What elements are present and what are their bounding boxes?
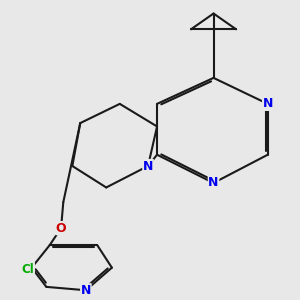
Text: O: O xyxy=(56,222,66,235)
Text: N: N xyxy=(81,284,91,297)
Text: N: N xyxy=(143,160,153,172)
Text: N: N xyxy=(262,98,273,110)
Text: N: N xyxy=(208,176,219,190)
Text: Cl: Cl xyxy=(22,263,34,276)
